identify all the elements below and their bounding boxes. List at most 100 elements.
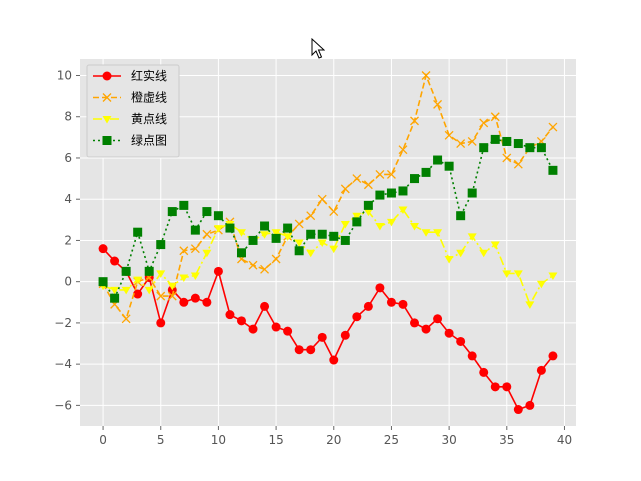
series-1-point (329, 355, 339, 365)
mouse-cursor-icon (311, 38, 325, 59)
x-marker-stroke (467, 137, 477, 146)
series-3-point (433, 229, 443, 237)
series-1-point (271, 322, 281, 332)
series-3-point (156, 270, 166, 278)
series-3-point (202, 249, 212, 258)
x-marker-stroke (271, 254, 281, 264)
series-layer (98, 71, 558, 415)
series-1-point (421, 324, 431, 334)
series-4-point (456, 211, 466, 221)
x-marker-stroke (306, 211, 316, 221)
series-3-point (260, 231, 270, 239)
series-3-point (479, 249, 489, 258)
x-marker-stroke (386, 170, 396, 179)
series-3-point (490, 241, 500, 250)
series-3-point (502, 270, 512, 278)
series-4-point (144, 266, 154, 276)
series-4-point (536, 143, 546, 153)
series-2-point (398, 145, 408, 155)
series-3-point (467, 233, 477, 241)
series-1-point (248, 324, 258, 334)
series-1-point (190, 293, 200, 303)
grid-lines (80, 59, 576, 426)
series-2-point (248, 260, 258, 270)
x-marker-stroke (479, 118, 489, 128)
y-tick-label: 6 (64, 151, 72, 165)
y-tick-label: −2 (54, 316, 72, 330)
series-4-point (156, 240, 166, 250)
series-3-point (236, 229, 246, 237)
x-tick-label: 30 (441, 433, 456, 447)
y-tick-label: 10 (57, 68, 72, 82)
series-4-point (352, 217, 362, 227)
y-tick-label: 0 (64, 275, 72, 289)
series-2-point (121, 314, 131, 324)
legend-label-2: 橙虚线 (131, 90, 167, 105)
series-1-point (283, 326, 293, 336)
series-4-point (410, 174, 420, 184)
series-4-point (190, 225, 200, 235)
series-1-point (306, 345, 316, 355)
series-2-point (444, 130, 454, 140)
series-1-point (467, 351, 477, 361)
x-tick-label: 20 (326, 433, 341, 447)
x-marker-stroke (421, 71, 431, 80)
x-marker-stroke (548, 122, 558, 132)
series-1-point (236, 316, 246, 326)
series-1-point (479, 367, 489, 377)
series-4-point (513, 139, 523, 149)
series-4-point (386, 188, 396, 198)
x-marker-stroke (352, 174, 362, 184)
x-marker-stroke (190, 244, 200, 254)
series-1-point (502, 382, 512, 392)
series-1-line (102, 248, 554, 411)
series-1-point (260, 301, 270, 311)
series-1-point (386, 297, 396, 307)
series-3-point (513, 270, 523, 278)
series-1-point (225, 310, 235, 320)
x-tick-label: 5 (157, 433, 165, 447)
series-4-point (133, 227, 143, 237)
series-4-point (398, 186, 408, 196)
series-2-point (421, 71, 431, 80)
series-3-point (167, 282, 177, 291)
series-2-point (456, 139, 466, 148)
series-4-point (179, 200, 189, 210)
series-1-point (536, 365, 546, 375)
series-3-line (102, 208, 554, 307)
series-3-point (110, 286, 120, 295)
series-3-point (363, 208, 373, 217)
series-2-point (294, 219, 304, 229)
series-1-point (363, 301, 373, 311)
series-2-point (490, 112, 500, 122)
x-marker-stroke (102, 93, 112, 102)
x-marker-stroke (444, 130, 454, 140)
series-2-point (179, 246, 189, 256)
series-4-point (110, 293, 120, 303)
series-4-point (202, 207, 212, 217)
series-2-point (352, 174, 362, 184)
series-2-point (167, 291, 177, 301)
series-3 (98, 206, 558, 309)
series-2-point (479, 118, 489, 128)
series-1-point (179, 297, 189, 307)
legend-label-1: 红实线 (131, 68, 167, 83)
series-1-point (133, 289, 143, 299)
series-4-point (479, 143, 489, 153)
series-2-point (306, 211, 316, 221)
series-3-point (340, 220, 350, 229)
legend-marker-2 (102, 93, 112, 102)
series-4-point (248, 235, 258, 245)
series-4-point (271, 233, 281, 243)
series-1-point (444, 328, 454, 338)
x-marker-stroke (248, 260, 258, 270)
series-3-point (190, 272, 200, 280)
series-3-point (283, 233, 293, 241)
series-1-point (513, 405, 523, 415)
x-marker-stroke (294, 219, 304, 229)
series-4-point (444, 161, 454, 171)
series-4-point (340, 235, 350, 245)
series-1-point (456, 336, 466, 346)
x-tick-label: 25 (384, 433, 399, 447)
